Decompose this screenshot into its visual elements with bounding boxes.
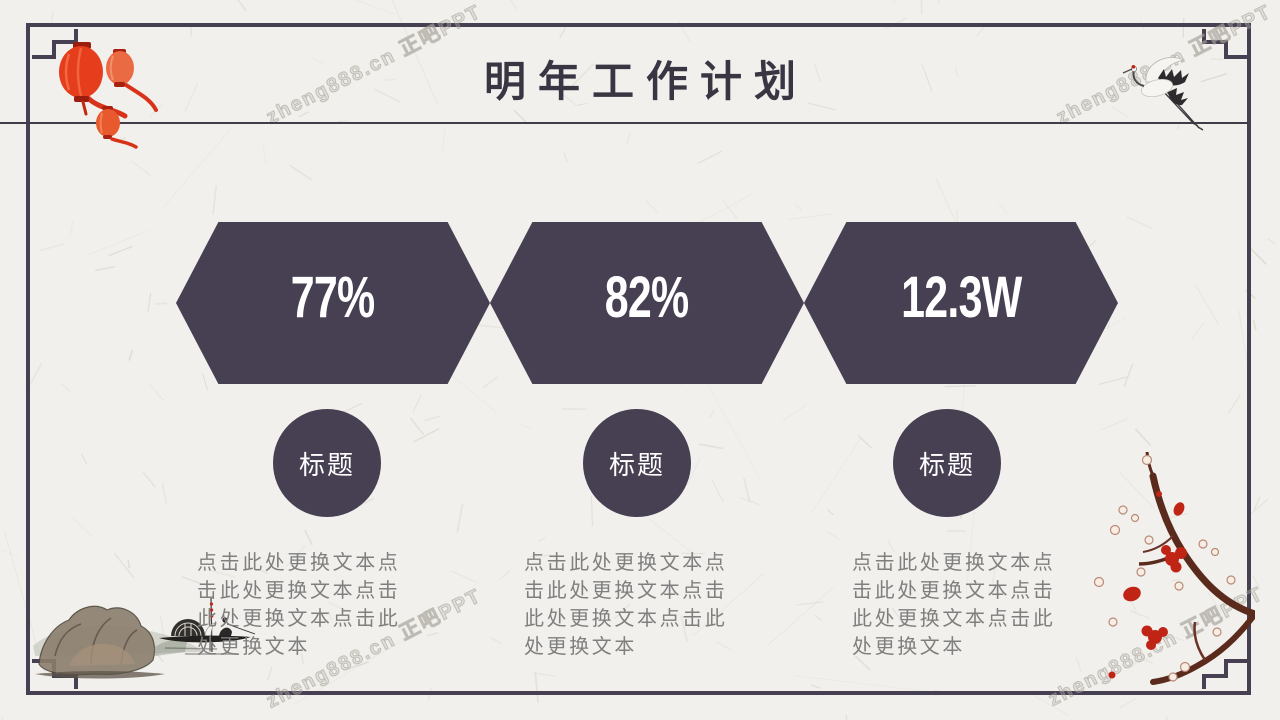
frame-corner-ornament	[32, 29, 78, 63]
ink-landscape-boat-image	[33, 597, 256, 679]
red-lanterns-image	[59, 42, 158, 149]
stat-value-1: 77%	[291, 264, 375, 330]
plum-blossom-branch-image	[1093, 452, 1255, 685]
decorative-border-frame	[26, 23, 1251, 695]
badge-label-2: 标题	[608, 449, 665, 480]
stat-value-3: 12.3W	[900, 264, 1022, 330]
stat-value-2: 82%	[605, 264, 689, 330]
badge-label-3: 标题	[918, 449, 975, 480]
title-badge-1: 标题	[273, 409, 381, 517]
stat-hexagon-2: 82%	[490, 222, 804, 384]
page-title: 明年工作计划	[483, 60, 808, 106]
stat-hexagon-3: 12.3W	[804, 222, 1118, 384]
frame-corner-ornament	[1202, 29, 1248, 63]
flying-crane-image	[1122, 57, 1204, 131]
badge-label-1: 标题	[298, 449, 355, 480]
placeholder-text-2: 点击此处更换文本点击此处更换文本点击此处更换文本点击此处更换文本	[524, 552, 728, 658]
title-badge-2: 标题	[583, 409, 691, 517]
frame-corner-ornament	[1202, 655, 1248, 689]
title-badge-3: 标题	[893, 409, 1001, 517]
stat-hexagon-1: 77%	[176, 222, 490, 384]
placeholder-text-1: 点击此处更换文本点击此处更换文本点击此处更换文本点击此处更换文本	[197, 552, 401, 658]
placeholder-text-3: 点击此处更换文本点击此处更换文本点击此处更换文本点击此处更换文本	[852, 552, 1056, 658]
title-underline	[0, 122, 1249, 124]
